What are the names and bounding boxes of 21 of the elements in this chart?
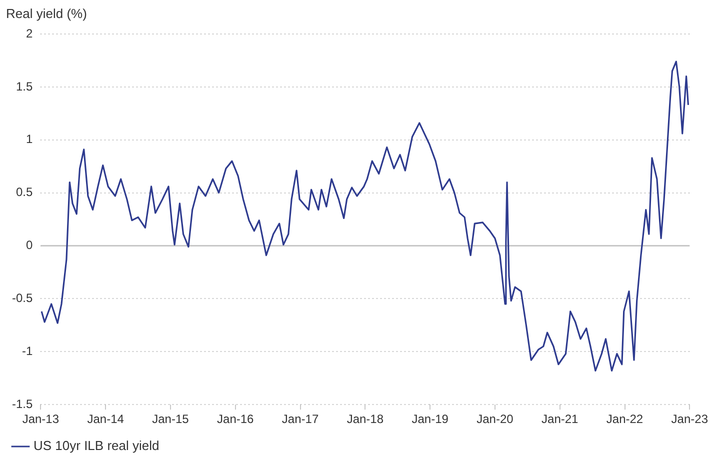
x-tick-label: Jan-20 [476, 412, 514, 426]
x-tick-label: Jan-23 [671, 412, 708, 426]
x-tick-label: Jan-15 [152, 412, 190, 426]
y-tick-label: 1 [26, 132, 33, 146]
y-tick-label: 0.5 [16, 185, 33, 200]
x-tick-label: Jan-16 [217, 412, 254, 426]
y-tick-label: 0 [26, 238, 33, 252]
x-tick-label: Jan-19 [412, 412, 449, 426]
x-tick-label: Jan-13 [22, 412, 60, 426]
x-tick-label: Jan-14 [87, 412, 124, 426]
y-tick-label: 1.5 [16, 79, 33, 94]
y-axis-title: Real yield (%) [6, 6, 87, 21]
x-tick-label: Jan-22 [606, 412, 644, 426]
x-tick-label: Jan-21 [542, 412, 579, 426]
x-tick-label: Jan-18 [346, 412, 384, 426]
y-tick-label: 2 [26, 26, 33, 40]
y-tick-label: -1.5 [12, 396, 33, 411]
y-tick-label: -0.5 [12, 291, 33, 306]
x-tick-label: Jan-17 [282, 412, 319, 426]
y-tick-label: -1 [22, 344, 33, 358]
legend-label: US 10yr ILB real yield [34, 438, 160, 454]
